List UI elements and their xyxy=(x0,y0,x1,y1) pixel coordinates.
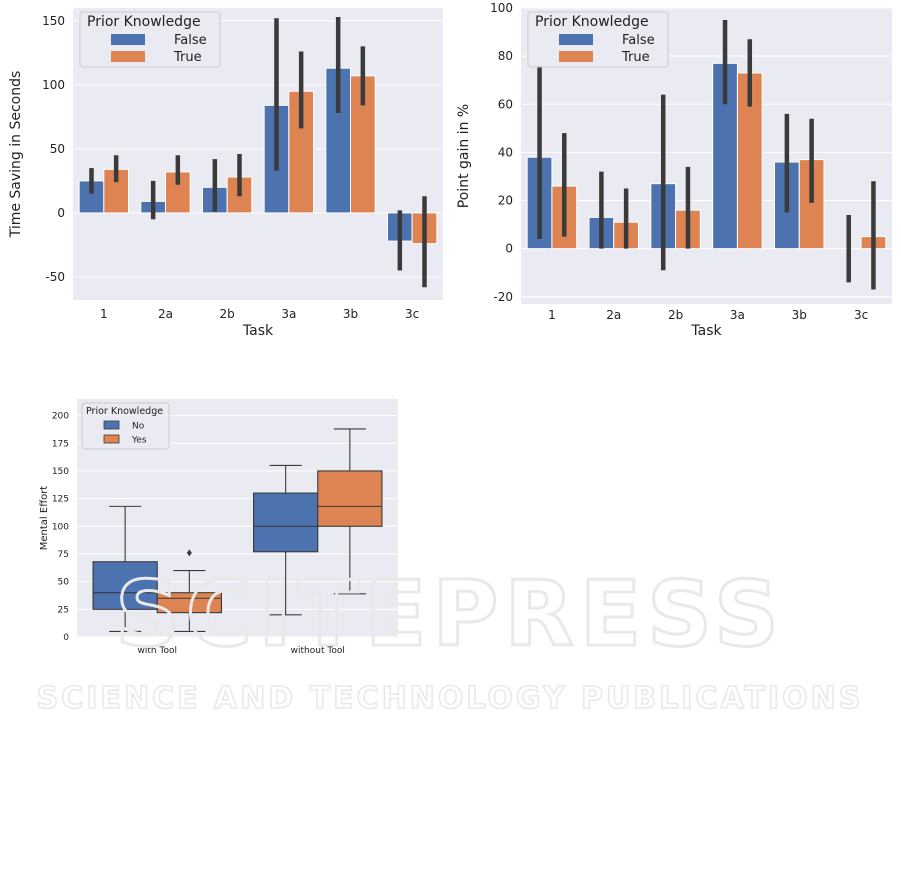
legend-label: No xyxy=(132,422,145,432)
x-axis-label: Task xyxy=(690,323,722,339)
legend-label: False xyxy=(174,33,207,48)
y-tick-label: -20 xyxy=(493,290,513,304)
x-tick-label: 3a xyxy=(730,308,745,322)
x-tick-label: 2b xyxy=(220,307,235,321)
watermark-subtitle: SCIENCE AND TECHNOLOGY PUBLICATIONS xyxy=(37,681,864,716)
chart-mental-effort: 0 25 50 75 100 125 150 175 200 with Tool without T… xyxy=(39,399,398,656)
x-axis-label: Task xyxy=(242,323,274,339)
x-tick-label: 2a xyxy=(606,308,621,322)
legend-title: Prior Knowledge xyxy=(87,14,201,30)
y-tick-label: 0 xyxy=(505,242,513,256)
legend-label: False xyxy=(622,33,655,48)
x-tick-label: 3b xyxy=(792,308,807,322)
y-tick-label: 20 xyxy=(498,194,513,208)
legend: Prior Knowledge No Yes xyxy=(81,402,170,450)
y-tick-label: 125 xyxy=(52,495,69,505)
x-tick-label: 1 xyxy=(548,308,556,322)
legend-swatch xyxy=(111,34,145,45)
box xyxy=(253,492,319,553)
y-tick-label: 80 xyxy=(498,49,513,63)
legend-swatch xyxy=(111,51,145,62)
box xyxy=(317,470,383,527)
x-tick-label: 3b xyxy=(343,307,358,321)
x-tick-label: without Tool xyxy=(291,646,345,656)
y-tick-label: 0 xyxy=(57,206,65,220)
y-tick-label: 100 xyxy=(490,1,513,15)
box xyxy=(92,561,158,610)
legend-label: Yes xyxy=(131,436,147,446)
legend-swatch xyxy=(559,51,593,62)
x-tick-label: 2a xyxy=(158,307,173,321)
legend-swatch xyxy=(103,420,120,430)
x-tick-label: 2b xyxy=(668,308,683,322)
y-tick-label: 50 xyxy=(58,578,70,588)
y-tick-label: 75 xyxy=(58,550,69,560)
y-tick-label: -50 xyxy=(45,270,65,284)
y-tick-label: 175 xyxy=(52,439,69,449)
y-axis-label: Point gain in % xyxy=(456,104,472,208)
x-tick-label: 1 xyxy=(100,307,108,321)
y-tick-label: 150 xyxy=(52,467,69,477)
legend-title: Prior Knowledge xyxy=(535,14,649,30)
x-tick-label: 3a xyxy=(281,307,296,321)
watermark-title: SCITEPRESS xyxy=(115,562,785,667)
chart-point-gain: -20 0 20 40 60 80 100 1 2a 2b 3a 3b 3c Task Point gain… xyxy=(456,1,892,339)
y-tick-label: 25 xyxy=(58,605,69,615)
y-tick-label: 0 xyxy=(63,633,69,643)
y-tick-label: 100 xyxy=(42,78,65,92)
bar xyxy=(103,168,130,214)
outlier-marker xyxy=(186,549,192,557)
legend: Prior Knowledge False True xyxy=(527,11,669,68)
legend-title: Prior Knowledge xyxy=(86,406,163,417)
y-tick-label: 60 xyxy=(498,97,513,111)
y-tick-label: 200 xyxy=(52,412,69,422)
y-tick-label: 100 xyxy=(52,522,69,532)
legend-swatch xyxy=(559,34,593,45)
legend-label: True xyxy=(173,50,202,65)
chart-time-saving: -50 0 50 100 150 1 2a 2b 3a 3b 3c Task Time Saving i… xyxy=(8,8,443,339)
y-axis-label: Mental Effort xyxy=(39,486,50,551)
x-tick-label: 3c xyxy=(854,308,868,322)
legend-swatch xyxy=(103,434,120,444)
y-tick-label: 40 xyxy=(498,145,513,159)
x-tick-label: 3c xyxy=(405,307,419,321)
x-tick-label: with Tool xyxy=(138,646,177,656)
y-tick-label: 150 xyxy=(42,14,65,28)
legend: Prior Knowledge False True xyxy=(79,11,221,68)
watermark: SCITEPRESS SCIENCE AND TECHNOLOGY PUBLIC… xyxy=(36,561,864,717)
y-tick-label: 50 xyxy=(50,142,65,156)
box xyxy=(156,592,222,614)
y-axis-label: Time Saving in Seconds xyxy=(8,71,24,239)
legend-label: True xyxy=(621,50,650,65)
